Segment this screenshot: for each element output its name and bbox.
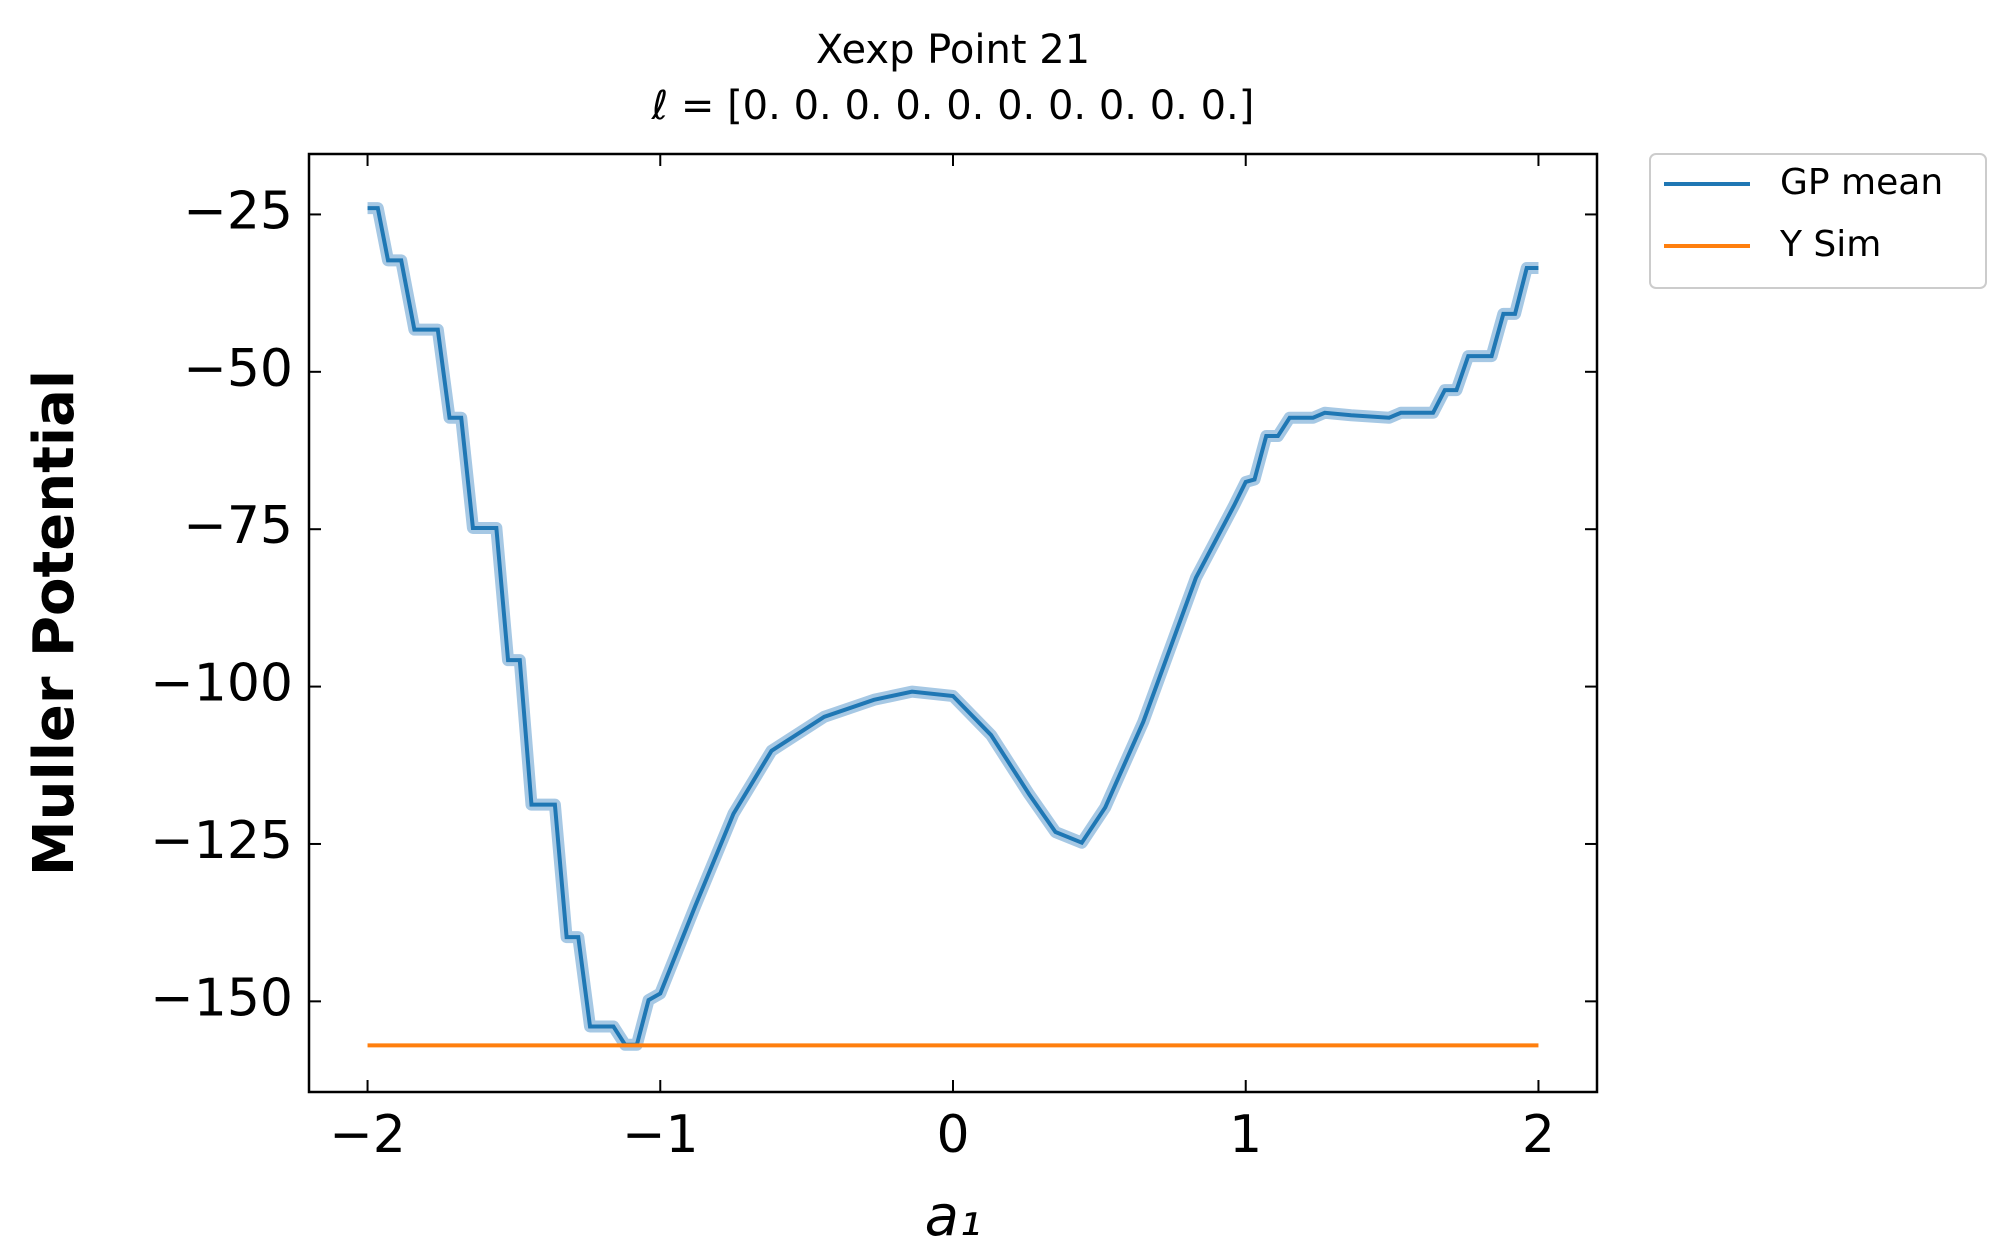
x-tick-label: 0	[936, 1105, 969, 1165]
y-tick-label: −25	[183, 181, 293, 241]
y-axis-label: Muller Potential	[22, 370, 87, 876]
y-tick-label: −75	[183, 496, 293, 556]
legend-label: GP mean	[1780, 162, 1943, 203]
y-tick-label: −100	[150, 654, 293, 714]
y-tick-label: −125	[150, 811, 293, 871]
x-tick-label: 2	[1522, 1105, 1555, 1165]
y-tick-label: −50	[183, 339, 293, 399]
series-line	[367, 206, 1539, 1047]
y-tick-label: −150	[150, 968, 293, 1028]
legend-label: Y Sim	[1779, 224, 1881, 265]
chart-title: Xexp Point 21	[816, 27, 1090, 73]
legend-box	[1649, 153, 1987, 289]
uncertainty-band	[367, 202, 1539, 1051]
x-axis-label: a₁	[925, 1184, 982, 1249]
plot-frame	[307, 152, 1599, 1094]
chart-subtitle: ℓ = [0. 0. 0. 0. 0. 0. 0. 0. 0. 0.]	[651, 83, 1255, 129]
x-tick-label: 1	[1229, 1105, 1262, 1165]
x-tick-label: −2	[329, 1105, 406, 1165]
x-tick-label: −1	[622, 1105, 699, 1165]
